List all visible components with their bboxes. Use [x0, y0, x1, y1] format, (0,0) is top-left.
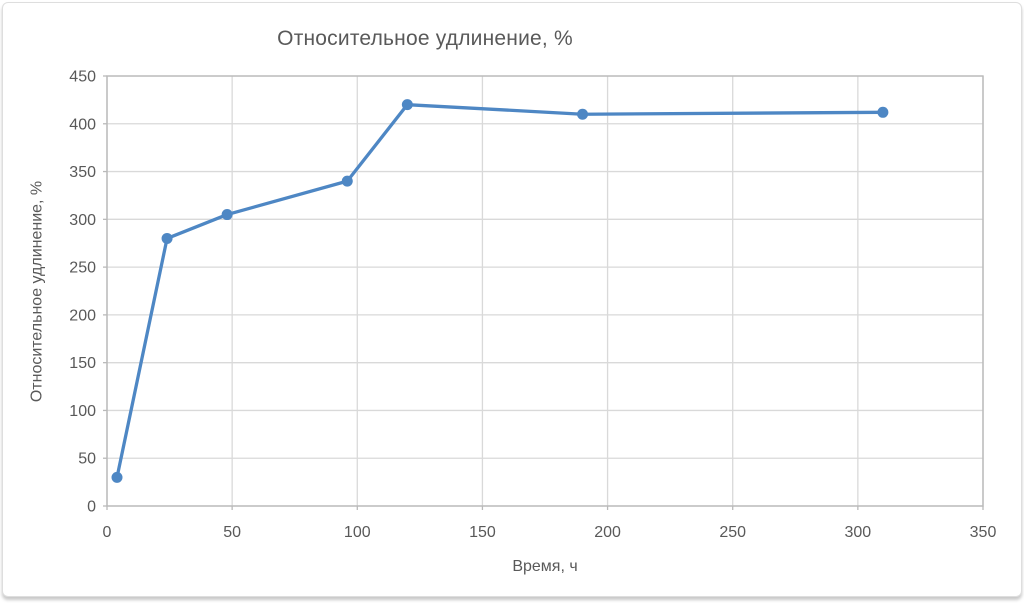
x-tick-label: 0: [103, 524, 112, 541]
data-point-marker: [161, 232, 173, 244]
y-tick-label: 350: [69, 164, 96, 181]
chart-title: Относительное удлинение, %: [277, 27, 573, 50]
plot-border: [106, 75, 984, 507]
y-tick-label: 400: [69, 116, 96, 133]
data-point-marker: [401, 99, 413, 111]
y-tick-label: 100: [69, 403, 96, 420]
y-tick-label: 150: [69, 355, 96, 372]
y-tick-label: 0: [87, 499, 96, 516]
x-tick-label: 300: [845, 524, 872, 541]
x-tick-label: 250: [719, 524, 746, 541]
y-tick-label: 450: [69, 69, 96, 86]
data-point-marker: [111, 471, 123, 483]
y-axis-title: Относительное удлинение, %: [28, 180, 46, 403]
x-tick-label: 150: [469, 524, 496, 541]
y-tick-label: 250: [69, 260, 96, 277]
y-tick-label: 300: [69, 212, 96, 229]
x-axis-title: Время, ч: [512, 558, 578, 575]
y-tick-label: 200: [69, 307, 96, 324]
data-point-marker: [341, 175, 353, 187]
x-tick-label: 100: [344, 524, 371, 541]
y-tick-label: 50: [78, 451, 96, 468]
x-tick-label: 350: [970, 524, 997, 541]
data-point-marker: [577, 108, 589, 120]
x-tick-label: 200: [594, 524, 621, 541]
data-point-marker: [221, 209, 233, 221]
data-point-marker: [877, 106, 889, 118]
x-tick-label: 50: [223, 524, 241, 541]
